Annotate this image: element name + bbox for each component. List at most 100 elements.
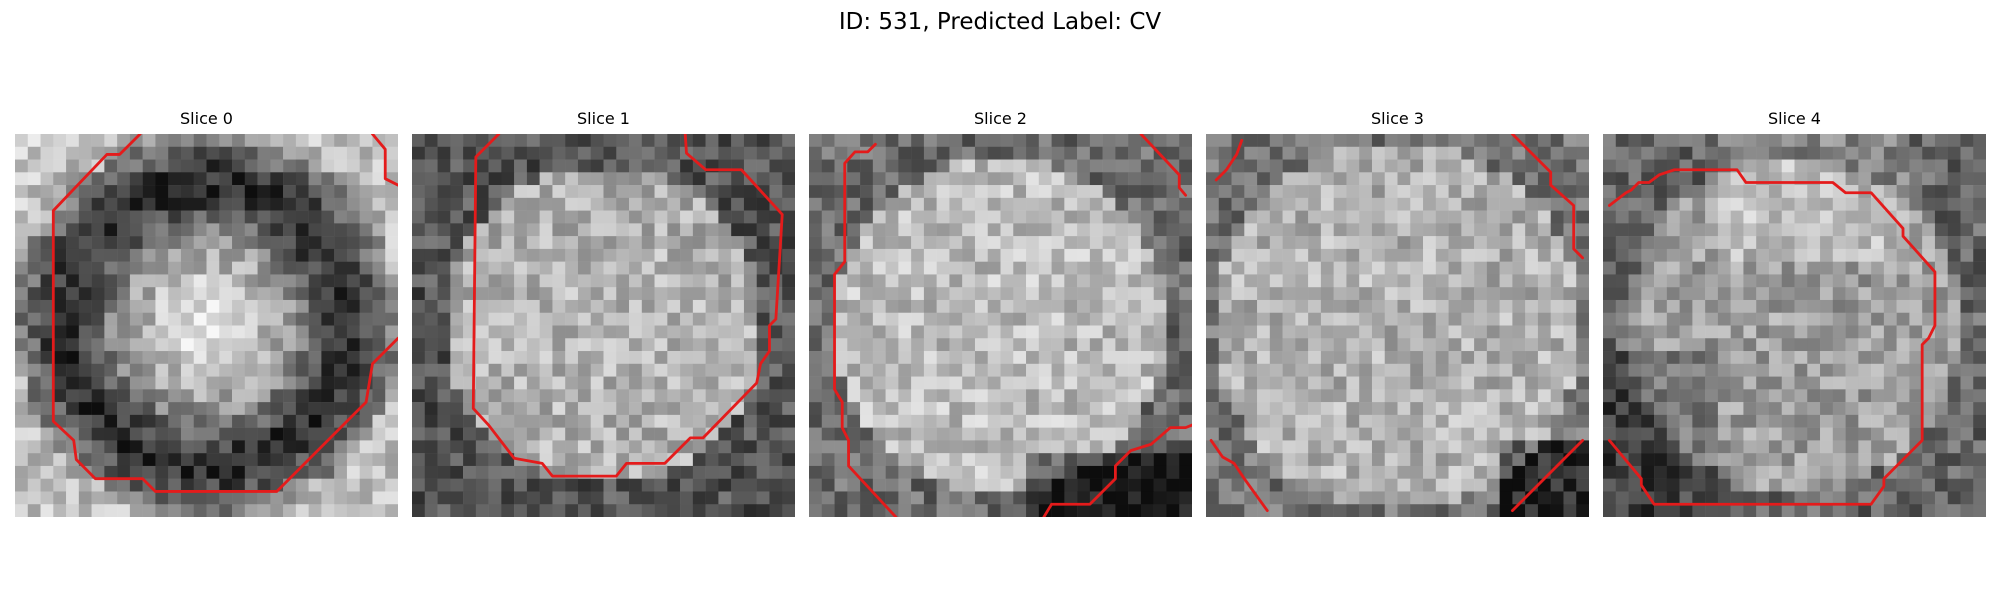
pixel — [1397, 325, 1411, 339]
pixel — [1628, 338, 1642, 352]
pixel — [206, 491, 220, 505]
pixel — [193, 325, 207, 339]
pixel — [1934, 338, 1948, 352]
pixel — [283, 363, 297, 377]
pixel — [1397, 185, 1411, 199]
pixel — [334, 236, 348, 250]
pixel — [1077, 248, 1091, 262]
pixel — [295, 236, 309, 250]
pixel — [641, 287, 655, 301]
pixel — [1883, 261, 1897, 275]
pixel — [1922, 210, 1936, 224]
pixel — [1730, 185, 1744, 199]
pixel — [270, 159, 284, 173]
pixel — [1537, 146, 1551, 160]
pixel — [412, 440, 426, 454]
pixel — [1730, 210, 1744, 224]
pixel — [860, 248, 874, 262]
pixel — [1909, 325, 1923, 339]
pixel — [987, 363, 1001, 377]
pixel — [539, 146, 553, 160]
pixel — [1947, 287, 1961, 301]
pixel — [1820, 414, 1834, 428]
pixel — [1077, 287, 1091, 301]
pixel — [1244, 351, 1258, 365]
pixel — [1858, 261, 1872, 275]
pixel — [1128, 504, 1142, 517]
pixel — [1089, 223, 1103, 237]
pixel — [680, 376, 694, 390]
pixel — [885, 414, 899, 428]
pixel — [1333, 223, 1347, 237]
pixel — [718, 440, 732, 454]
pixel — [129, 172, 143, 186]
pixel — [1883, 210, 1897, 224]
pixel — [872, 287, 886, 301]
pixel — [424, 210, 438, 224]
pixel — [1410, 172, 1424, 186]
pixel — [847, 210, 861, 224]
pixel — [1359, 363, 1373, 377]
pixel — [1064, 197, 1078, 211]
pixel — [1140, 427, 1154, 441]
pixel — [193, 197, 207, 211]
pixel — [782, 363, 795, 377]
pixel — [1781, 363, 1795, 377]
pixel — [219, 351, 233, 365]
pixel — [1077, 338, 1091, 352]
pixel — [974, 389, 988, 403]
pixel — [308, 223, 322, 237]
pixel — [1346, 134, 1360, 148]
pixel — [1973, 261, 1986, 275]
pixel — [308, 338, 322, 352]
pixel — [782, 134, 795, 148]
pixel — [1730, 236, 1744, 250]
pixel — [847, 312, 861, 326]
pixel — [1781, 376, 1795, 390]
pixel — [463, 465, 477, 479]
pixel — [552, 491, 566, 505]
pixel — [66, 376, 80, 390]
pixel — [232, 351, 246, 365]
pixel — [1244, 248, 1258, 262]
pixel — [1435, 159, 1449, 173]
pixel — [283, 504, 297, 517]
pixel — [308, 261, 322, 275]
pixel — [219, 414, 233, 428]
pixel — [1308, 299, 1322, 313]
pixel — [488, 376, 502, 390]
pixel — [526, 338, 540, 352]
pixel — [1845, 261, 1859, 275]
pixel — [283, 210, 297, 224]
pixel — [1960, 338, 1974, 352]
pixel — [731, 453, 745, 467]
pixel — [1512, 223, 1526, 237]
pixel — [860, 261, 874, 275]
pixel — [1269, 491, 1283, 505]
pixel — [1615, 312, 1629, 326]
pixel — [821, 465, 835, 479]
pixel — [1115, 159, 1129, 173]
pixel — [1102, 274, 1116, 288]
pixel — [539, 210, 553, 224]
pixel — [923, 287, 937, 301]
pixel — [1257, 440, 1271, 454]
pixel — [680, 414, 694, 428]
pixel — [1705, 402, 1719, 416]
pixel — [1282, 287, 1296, 301]
pixel — [1525, 414, 1539, 428]
pixel — [1026, 197, 1040, 211]
pixel — [1934, 402, 1948, 416]
pixel — [629, 389, 643, 403]
pixel — [936, 185, 950, 199]
pixel — [1423, 146, 1437, 160]
pixel — [437, 478, 451, 492]
pixel — [1077, 299, 1091, 313]
pixel — [27, 223, 41, 237]
pixel — [1026, 465, 1040, 479]
pixel — [834, 287, 848, 301]
pixel — [1525, 185, 1539, 199]
pixel — [1371, 440, 1385, 454]
pixel — [1397, 172, 1411, 186]
pixel — [257, 389, 271, 403]
